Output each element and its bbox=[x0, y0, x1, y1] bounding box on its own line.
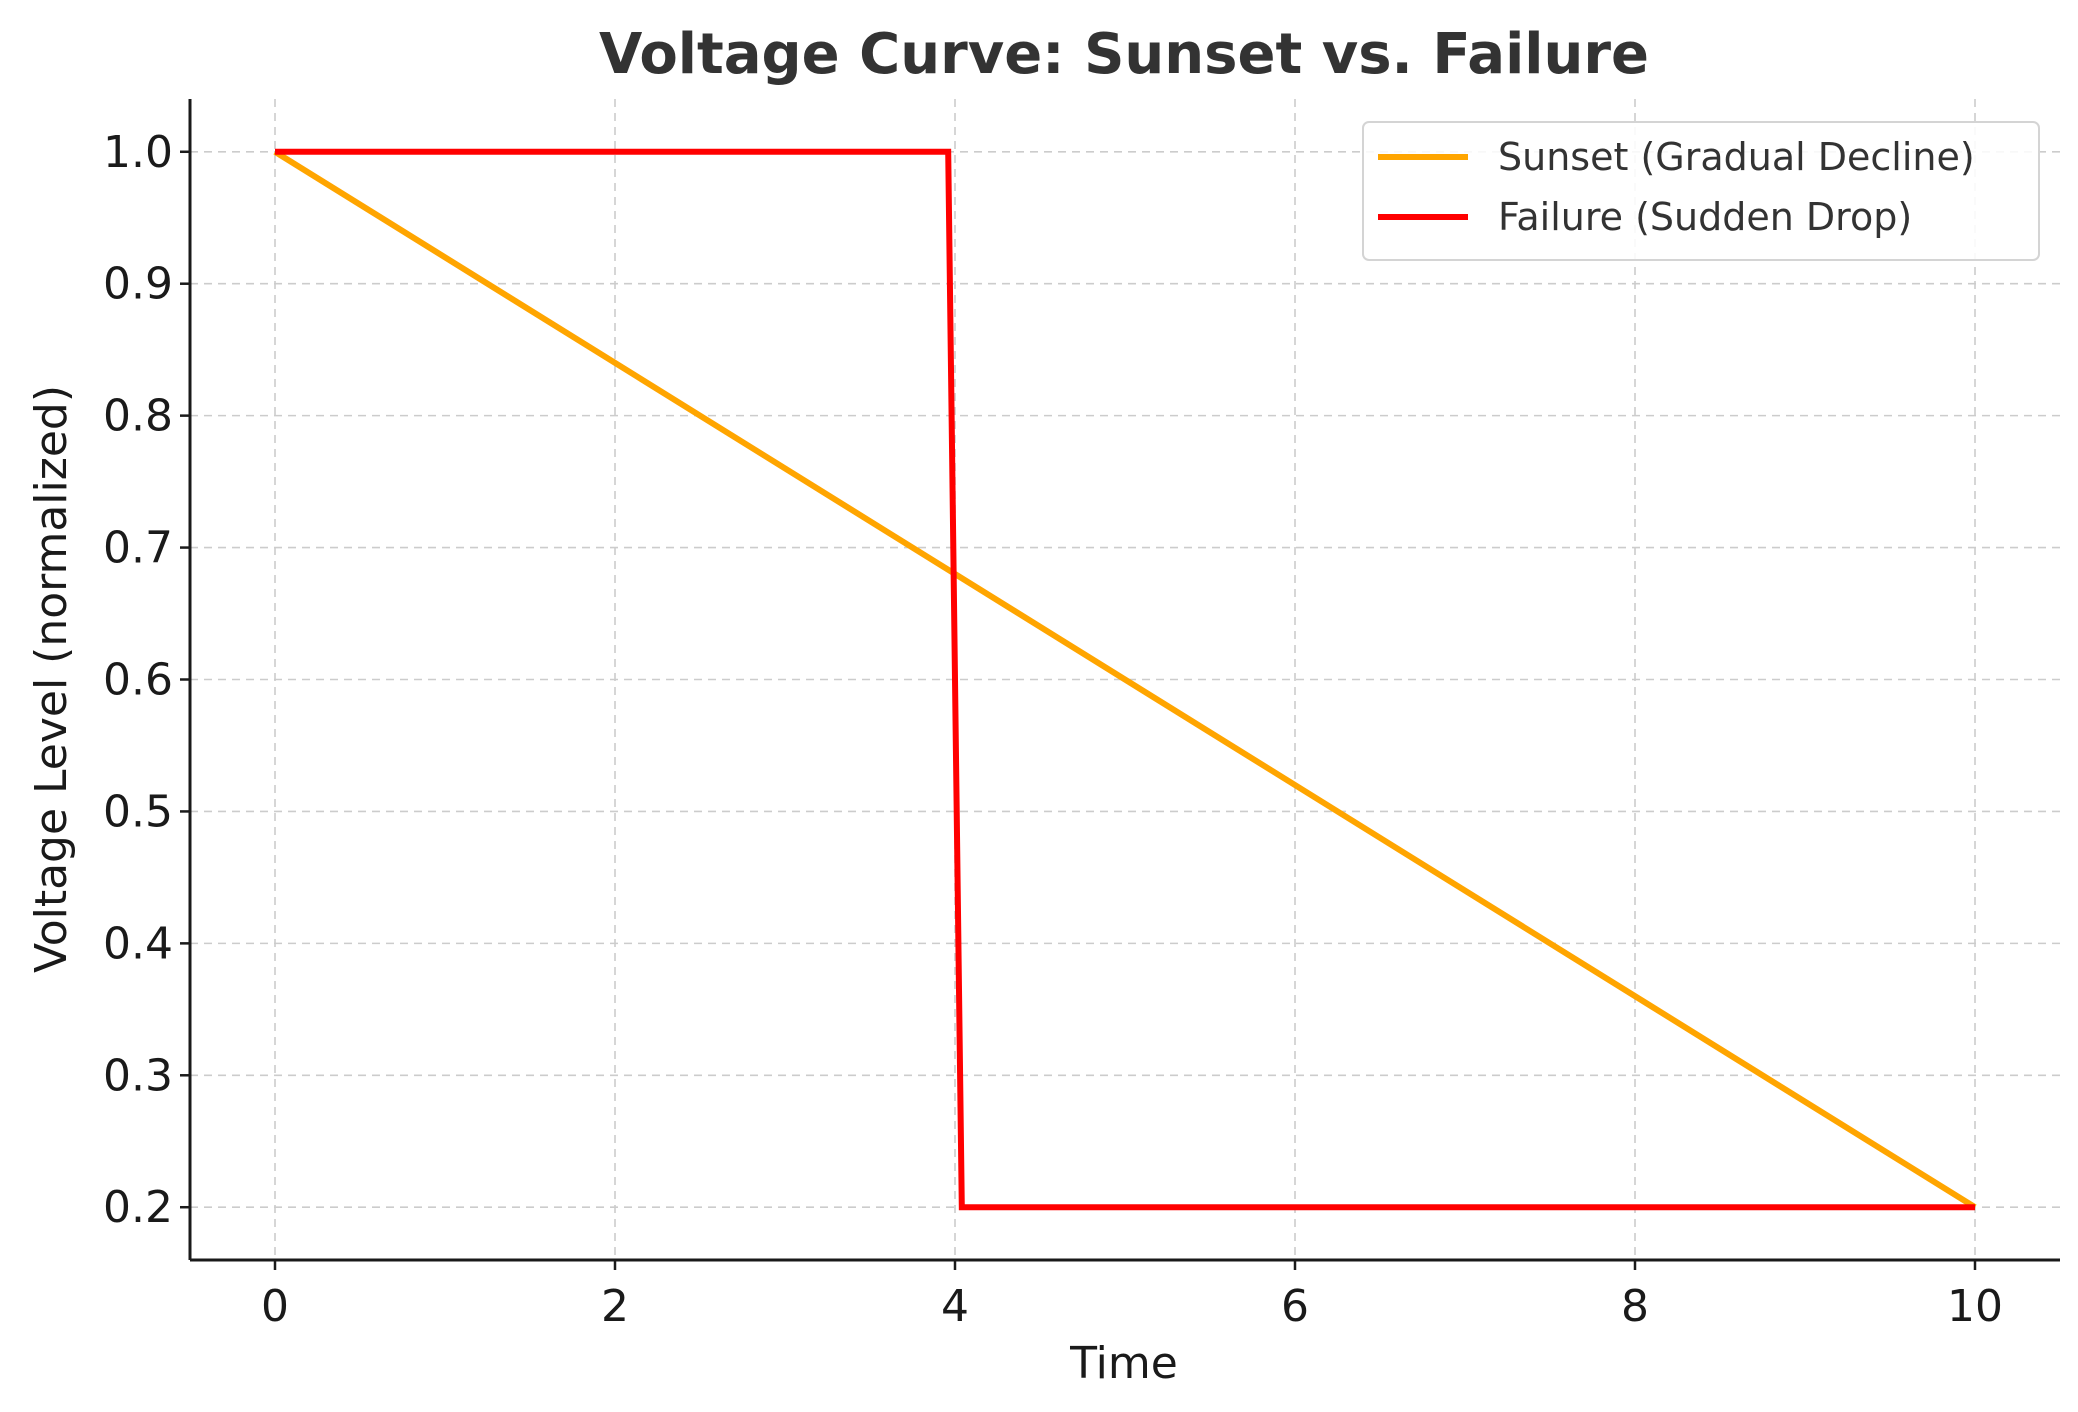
y-tick-label: 0.3 bbox=[103, 1050, 173, 1101]
y-tick-label: 0.4 bbox=[103, 918, 173, 969]
series-line-failure bbox=[275, 148, 1975, 1211]
y-tick-label: 0.8 bbox=[103, 391, 173, 442]
x-tick-label: 4 bbox=[941, 1281, 969, 1332]
x-tick-label: 2 bbox=[601, 1281, 629, 1332]
legend-frame bbox=[1362, 121, 2040, 261]
plot-series bbox=[273, 148, 1977, 1211]
legend-label-sunset: Sunset (Gradual Decline) bbox=[1498, 135, 1975, 179]
series-line-sunset bbox=[273, 149, 1977, 1210]
y-axis-label: Voltage Level (normalized) bbox=[26, 385, 77, 973]
y-tick-label: 0.7 bbox=[103, 523, 173, 574]
y-tick-label: 0.2 bbox=[103, 1182, 173, 1233]
axis-ticks: 0 2 4 6 8 10 0.2 0.3 0.4 0.5 0.6 0.7 0.8 0.9 1.0 bbox=[103, 127, 2003, 1332]
y-tick-label: 0.6 bbox=[103, 655, 173, 706]
x-tick-label: 0 bbox=[261, 1281, 289, 1332]
y-tick-label: 0.5 bbox=[103, 786, 173, 837]
x-tick-label: 8 bbox=[1621, 1281, 1649, 1332]
x-axis-label: Time bbox=[1069, 1338, 1178, 1389]
x-tick-label: 10 bbox=[1947, 1281, 2003, 1332]
y-tick-label: 0.9 bbox=[103, 259, 173, 310]
chart-title: Voltage Curve: Sunset vs. Failure bbox=[599, 22, 1649, 87]
legend-label-failure: Failure (Sudden Drop) bbox=[1498, 195, 1912, 239]
legend: Sunset (Gradual Decline) Failure (Sudden… bbox=[1362, 121, 2040, 261]
x-tick-label: 6 bbox=[1281, 1281, 1309, 1332]
y-tick-label: 1.0 bbox=[103, 127, 173, 178]
